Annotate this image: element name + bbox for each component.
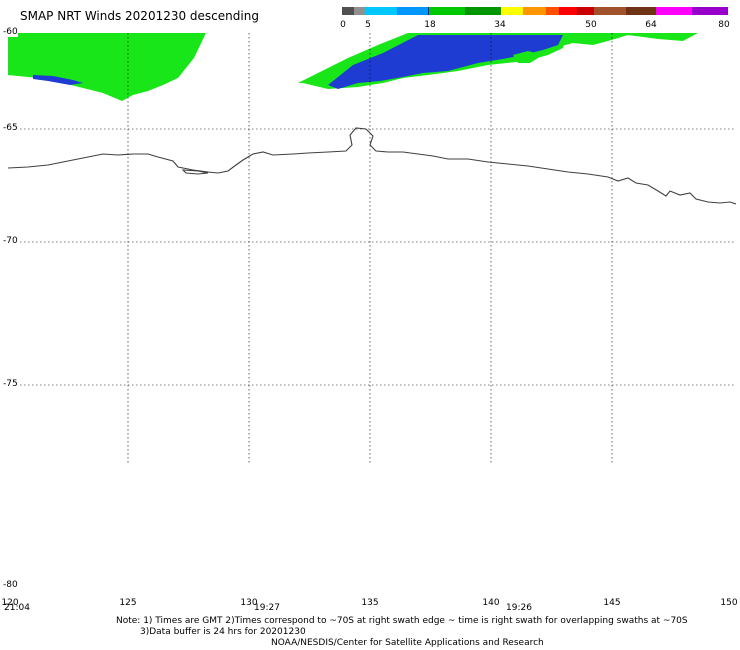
note-line-2: 3)Data buffer is 24 hrs for 20201230 xyxy=(140,627,306,637)
lon-label: 125 xyxy=(119,598,137,608)
lon-label: 135 xyxy=(361,598,379,608)
colorbar-label: 34 xyxy=(494,20,506,30)
colorbar-swatch-5 xyxy=(428,7,465,15)
lat-label: -75 xyxy=(3,379,18,389)
antarctic-coastline xyxy=(8,127,736,205)
lat-label: -60 xyxy=(3,27,18,37)
wind-swath-left-blue xyxy=(33,75,83,85)
note-line-1: Note: 1) Times are GMT 2)Times correspon… xyxy=(116,616,688,626)
swath-time-label: 19:27 xyxy=(254,603,280,613)
colorbar-swatch-0 xyxy=(342,7,354,15)
lon-label: 140 xyxy=(482,598,500,608)
colorbar-swatch-11 xyxy=(576,7,595,15)
colorbar-swatch-13 xyxy=(625,7,656,15)
colorbar-label: 64 xyxy=(645,20,657,30)
colorbar-swatch-4 xyxy=(427,7,429,15)
lon-label: 145 xyxy=(603,598,621,608)
graticule xyxy=(8,33,736,465)
lon-label: 130 xyxy=(240,598,258,608)
map-title: SMAP NRT Winds 20201230 descending xyxy=(20,9,259,23)
colorbar-label: 0 xyxy=(340,20,346,30)
lon-label: 150 xyxy=(720,598,738,608)
colorbar-label: 18 xyxy=(424,20,436,30)
colorbar-swatch-1 xyxy=(353,7,366,15)
map-area xyxy=(8,33,736,465)
lat-label: -80 xyxy=(3,580,18,590)
wind-speed-colorbar xyxy=(342,7,728,15)
wind-swath-green-patch xyxy=(513,51,543,63)
colorbar-swatch-6 xyxy=(464,7,501,15)
lat-label: -70 xyxy=(3,236,18,246)
colorbar-swatch-10 xyxy=(559,7,577,15)
colorbar-swatch-2 xyxy=(365,7,397,15)
colorbar-label: 50 xyxy=(585,20,597,30)
lat-label: -65 xyxy=(3,123,18,133)
colorbar-swatch-15 xyxy=(691,7,728,15)
swath-time-label: 19:26 xyxy=(506,603,532,613)
lon-label: 120 xyxy=(1,598,19,608)
colorbar-swatch-12 xyxy=(594,7,626,15)
note-line-3: NOAA/NESDIS/Center for Satellite Applica… xyxy=(271,638,544,648)
colorbar-swatch-14 xyxy=(655,7,692,15)
wind-swath-top-green xyxy=(558,33,698,47)
wind-swath-right-blue xyxy=(328,35,563,89)
colorbar-swatch-3 xyxy=(396,7,428,15)
colorbar-swatch-9 xyxy=(545,7,560,15)
colorbar-label: 5 xyxy=(365,20,371,30)
colorbar-label: 80 xyxy=(718,20,730,30)
swath-time-label: 21:04 xyxy=(4,603,30,613)
wind-swath-left-green xyxy=(8,33,206,101)
map-canvas xyxy=(8,33,736,465)
colorbar-swatch-7 xyxy=(500,7,524,15)
colorbar-swatch-8 xyxy=(523,7,546,15)
